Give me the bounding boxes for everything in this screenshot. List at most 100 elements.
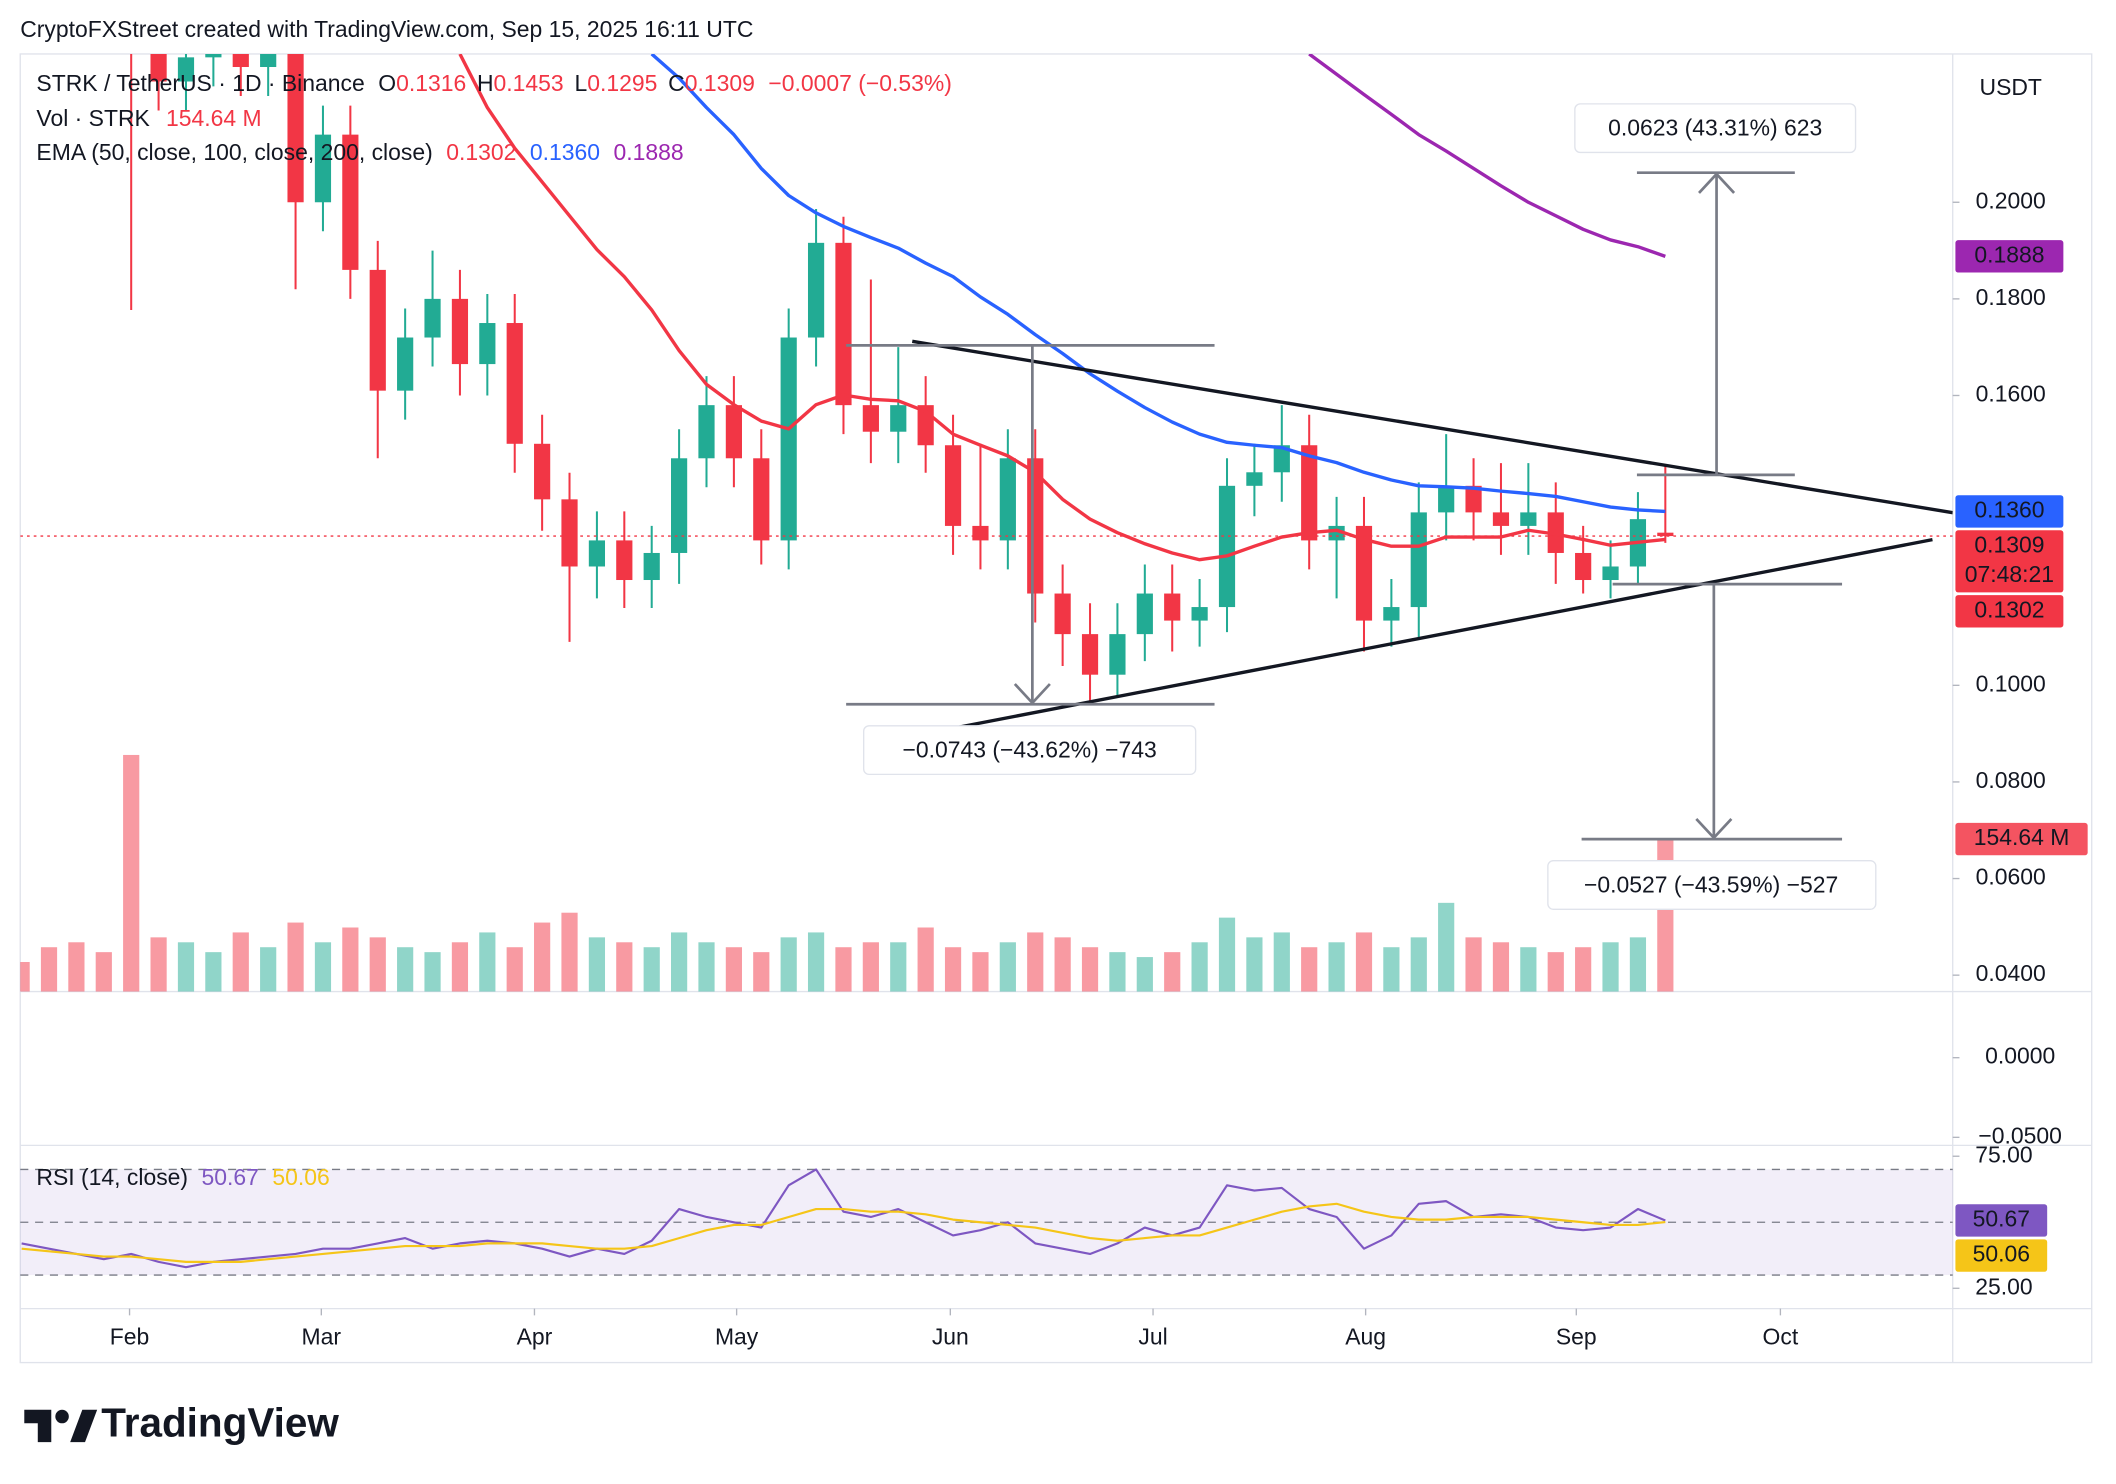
candle-body — [1438, 485, 1455, 513]
volume-legend: Vol · STRK 154.64 M — [36, 105, 261, 131]
price-tag — [1955, 595, 2064, 628]
volume-bar — [232, 932, 249, 992]
volume-bar — [1109, 952, 1126, 992]
ema-line — [1308, 53, 1666, 258]
volume-bar — [807, 932, 825, 992]
x-tick-label: Apr — [517, 1323, 553, 1349]
ohlc-value: 0.1453 — [494, 70, 564, 96]
volume-bar — [1602, 942, 1619, 992]
volume-bar — [1164, 952, 1181, 992]
candle-body — [369, 269, 386, 391]
candle-body — [780, 337, 797, 541]
candle-body — [807, 242, 825, 338]
volume-bar — [479, 932, 496, 992]
logo: TradingView — [24, 1400, 339, 1446]
trendline — [911, 339, 1953, 515]
candle-body — [944, 445, 962, 526]
volume-value: 154.64 M — [166, 105, 262, 131]
y-tick-label: 0.2000 — [1976, 187, 2046, 213]
ohlc-label: L — [574, 70, 587, 96]
ohlc-label: O — [378, 70, 396, 96]
volume-layer — [20, 754, 1674, 992]
candle-body — [1355, 525, 1373, 621]
candle-body — [1465, 485, 1482, 513]
x-tick-label: May — [715, 1323, 759, 1349]
x-tick-label: Jun — [932, 1323, 969, 1349]
rsi-line — [21, 1168, 1666, 1269]
y-tick-label: 75.00 — [1975, 1141, 2032, 1167]
price-tag-label: 0.1309 — [1974, 532, 2044, 558]
price-tag-label: 0.1302 — [1974, 596, 2044, 622]
candle-body — [1109, 634, 1126, 675]
volume-tag-label: 154.64 M — [1974, 824, 2070, 850]
rsi-layer — [21, 1168, 1666, 1269]
volume-bar — [369, 937, 386, 992]
rsi-value: 50.06 — [272, 1164, 329, 1190]
volume-bar — [205, 952, 222, 992]
candle-body — [232, 53, 249, 68]
candle-body — [1410, 512, 1427, 608]
candle-body — [616, 540, 633, 581]
rsi-tag-label: 50.06 — [1973, 1241, 2030, 1267]
candle-body — [479, 323, 496, 365]
volume-bar — [68, 942, 85, 992]
volume-bar — [890, 942, 907, 992]
volume-bar — [698, 942, 715, 992]
ohlc-value: 0.1295 — [587, 70, 657, 96]
candle-body — [1164, 593, 1181, 621]
volume-bar — [561, 912, 578, 992]
volume-bar — [1547, 952, 1564, 992]
axes: Feb Mar Apr May Jun Jul Aug Sep Oct 0.0400 0.0600 0… — [110, 187, 2088, 1349]
x-tick-label: Jul — [1138, 1323, 1167, 1349]
y-tick-label: 0.0400 — [1976, 960, 2046, 986]
ema-value: 0.1888 — [613, 139, 683, 165]
volume-bar — [1191, 942, 1208, 992]
candle-body — [1492, 512, 1510, 526]
candle-body — [999, 458, 1016, 541]
volume-bar — [177, 942, 195, 992]
candle-body — [287, 53, 304, 203]
rsi-tag — [1955, 1204, 2048, 1237]
candle-body — [753, 458, 770, 541]
candle-body — [342, 134, 359, 270]
candle-body — [972, 525, 989, 541]
price-layer — [20, 53, 1953, 702]
volume-label: Vol · STRK — [36, 105, 150, 131]
x-tick-label: Sep — [1556, 1323, 1597, 1349]
ema-value: 0.1360 — [530, 139, 600, 165]
candle-body — [314, 134, 332, 203]
volume-bar — [917, 927, 934, 992]
volume-bar — [20, 962, 30, 992]
candle-body — [1136, 593, 1153, 635]
measure-label: −0.0527 (−43.59%) −527 — [1584, 871, 1838, 897]
volume-bar — [1273, 932, 1290, 992]
volume-bar — [123, 754, 140, 992]
price-tag — [1955, 530, 2064, 593]
volume-bar — [40, 947, 58, 992]
volume-bar — [1355, 932, 1373, 992]
candle-body — [835, 242, 852, 406]
volume-bar — [451, 942, 469, 992]
y-tick-label: 0.0600 — [1976, 864, 2046, 890]
volume-bar — [1328, 942, 1345, 992]
x-tick-label: Feb — [110, 1323, 150, 1349]
rsi-line — [21, 1202, 1666, 1263]
y-tick-label: 0.1600 — [1976, 381, 2046, 407]
volume-bar — [671, 932, 688, 992]
ohlc-label: H — [477, 70, 494, 96]
candle-body — [1657, 532, 1674, 537]
volume-tag — [1955, 822, 2088, 856]
volume-bar — [397, 947, 414, 992]
currency: USDT — [1980, 74, 2042, 100]
symbol: STRK / TetherUS · 1D · Binance — [36, 70, 364, 96]
volume-bar — [616, 942, 633, 992]
ohlc-value: 0.1309 — [685, 70, 755, 96]
volume-bar — [643, 947, 660, 992]
y-tick-label: 0.0800 — [1976, 767, 2046, 793]
volume-bar — [1465, 937, 1482, 992]
volume-bar — [1629, 937, 1647, 992]
candle-body — [205, 53, 222, 58]
logo-text: TradingView — [101, 1400, 339, 1446]
measure-label: 0.0623 (43.31%) 623 — [1608, 115, 1822, 141]
